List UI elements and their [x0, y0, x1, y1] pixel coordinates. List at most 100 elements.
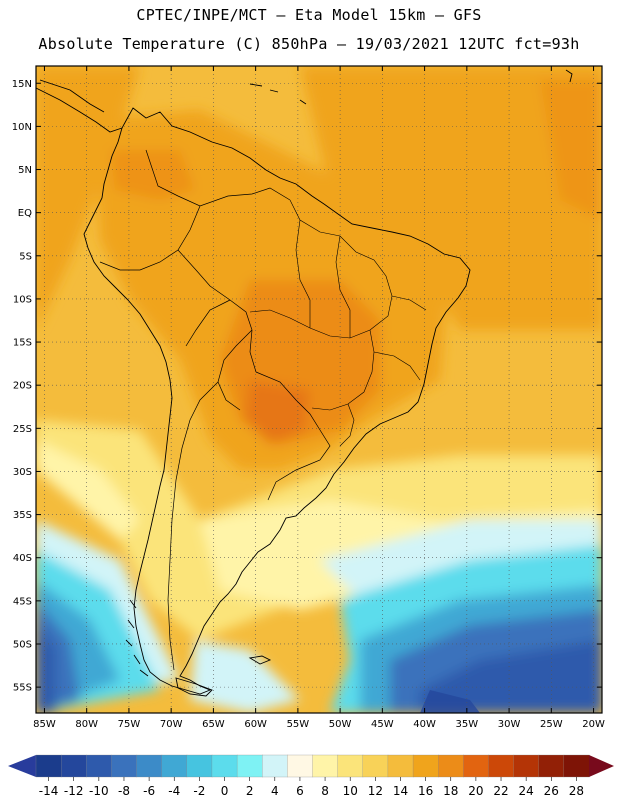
map-frame	[35, 65, 603, 714]
caribbean-islands	[249, 69, 573, 105]
lat-label: EQ	[18, 208, 32, 219]
colorbar-label: 2	[246, 784, 254, 798]
colorbar-cell	[262, 754, 288, 778]
colorbar-cell	[387, 754, 414, 778]
colorbar-label: 18	[443, 784, 458, 798]
title-line-1: CPTEC/INPE/MCT – Eta Model 15km – GFS	[136, 6, 482, 24]
field-cream-west	[36, 440, 140, 540]
colorbar-cell	[337, 754, 364, 778]
colorbar-label: 6	[296, 784, 304, 798]
colorbar-labels: -14 -12 -10 -8 -6 -4 -2 0 2 4 6 8 10 12 14 16 18 20 22 24 26…	[39, 777, 584, 798]
colorbar-cell	[438, 754, 464, 778]
lon-label: 65W	[202, 719, 225, 730]
field-deepblue-west	[36, 620, 55, 713]
field-deepblue-east	[420, 640, 602, 713]
colorbar-cell	[161, 754, 188, 778]
colorbar: -14 -12 -10 -8 -6 -4 -2 0 2 4 6 8 10 12 14 16 18 20 22 24 26…	[8, 754, 614, 798]
colorbar-label: 22	[493, 784, 508, 798]
colorbar-label: 24	[519, 784, 534, 798]
colorbar-label: -12	[64, 784, 84, 798]
field-venezuela-warm	[110, 150, 195, 200]
colorbar-label: -14	[39, 784, 59, 798]
colorbar-label: -4	[168, 784, 180, 798]
lon-label: 80W	[75, 719, 98, 730]
field-hot-spot	[245, 380, 310, 445]
colorbar-label: -8	[118, 784, 130, 798]
colorbar-cell	[35, 754, 62, 778]
colorbar-cell	[362, 754, 389, 778]
lat-label: 25S	[13, 424, 32, 435]
colorbar-cell	[136, 754, 163, 778]
colorbar-label: 14	[393, 784, 408, 798]
lat-label: 30S	[13, 467, 32, 478]
lat-label: 5N	[18, 165, 32, 176]
lon-label: 50W	[329, 719, 352, 730]
lon-label: 40W	[413, 719, 436, 730]
colorbar-label: 28	[569, 784, 584, 798]
colorbar-cell	[186, 754, 213, 778]
colorbar-cell	[86, 754, 112, 778]
colorbar-label: -2	[193, 784, 205, 798]
colorbar-label: 16	[418, 784, 433, 798]
colorbar-cells	[35, 754, 590, 778]
latitude-labels: 15N 10N 5N EQ 5S 10S 15S 20S 25S 30S 35S 40S 45S 50S 5…	[12, 79, 32, 694]
colorbar-under-arrow	[8, 755, 36, 777]
colorbar-cell	[513, 754, 540, 778]
lat-label: 55S	[13, 683, 32, 694]
colorbar-cell	[488, 754, 515, 778]
lon-label: 45W	[371, 719, 394, 730]
field-atlantic-warm	[540, 80, 602, 220]
tierra-del-fuego	[175, 677, 213, 697]
colorbar-label: 0	[221, 784, 229, 798]
colorbar-cell	[236, 754, 263, 778]
colorbar-over-arrow	[589, 755, 614, 777]
lat-label: 10S	[13, 294, 32, 305]
lon-label: 35W	[456, 719, 479, 730]
chile-archipelago	[125, 599, 149, 677]
field-layers	[36, 66, 602, 713]
colorbar-cell	[312, 754, 339, 778]
lon-label: 55W	[287, 719, 310, 730]
lat-label: 15S	[13, 338, 32, 349]
field-tropical-atlantic	[300, 66, 602, 330]
colorbar-cell	[463, 754, 490, 778]
lat-label: 5S	[19, 251, 32, 262]
colorbar-label: -10	[89, 784, 109, 798]
lon-label: 70W	[160, 719, 183, 730]
lat-label: 50S	[13, 639, 32, 650]
colorbar-label: 26	[544, 784, 559, 798]
colorbar-label: 12	[368, 784, 383, 798]
colorbar-cell	[60, 754, 87, 778]
colorbar-cell	[412, 754, 439, 778]
colorbar-cell	[211, 754, 238, 778]
colorbar-label: 20	[468, 784, 483, 798]
lat-label: 15N	[12, 79, 32, 90]
falkland-islands	[248, 655, 272, 665]
lat-label: 40S	[13, 553, 32, 564]
field-darkest-blue	[420, 690, 480, 713]
longitude-labels: 85W 80W 75W 70W 65W 60W 55W 50W 45W 40W 35W 30W 25W 2…	[33, 719, 605, 730]
title-line-2: Absolute Temperature (C) 850hPa – 19/03/…	[38, 35, 580, 53]
colorbar-cell	[287, 754, 314, 778]
temperature-field	[36, 66, 602, 713]
south-america-coastline	[83, 107, 471, 695]
field-patagonia-cool	[190, 640, 300, 713]
lon-label: 25W	[540, 719, 563, 730]
lon-label: 20W	[582, 719, 605, 730]
brazil-state-borders	[249, 199, 427, 447]
lon-label: 30W	[498, 719, 521, 730]
lon-label: 60W	[244, 719, 267, 730]
lat-label: 35S	[13, 510, 32, 521]
axis-ticks	[36, 66, 602, 713]
lat-label: 45S	[13, 596, 32, 607]
central-america	[36, 79, 123, 133]
colorbar-cell	[563, 754, 590, 778]
colorbar-label: -6	[143, 784, 155, 798]
colorbar-cell	[538, 754, 565, 778]
lon-label: 85W	[33, 719, 56, 730]
colorbar-label: 4	[271, 784, 279, 798]
colorbar-label: 8	[321, 784, 329, 798]
country-borders	[99, 149, 331, 671]
colorbar-cell	[111, 754, 138, 778]
